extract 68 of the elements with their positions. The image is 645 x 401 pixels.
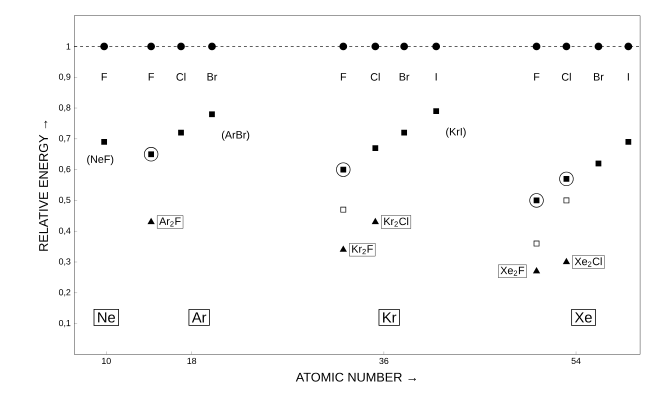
annotation: Kr <box>383 312 396 322</box>
point <box>432 42 440 50</box>
point <box>400 42 408 50</box>
annotation: Cl <box>370 72 380 81</box>
point <box>533 267 540 274</box>
point <box>147 42 155 50</box>
annotation: (KrI) <box>446 127 466 138</box>
y-tick-label: 0,6 <box>58 166 70 174</box>
point <box>209 111 215 117</box>
annotation: Kr$_{2}$Cl <box>384 217 408 226</box>
annotation: Kr$_{2}$F <box>352 245 373 254</box>
point <box>372 218 379 224</box>
annotation: I <box>436 72 437 80</box>
point <box>596 160 602 166</box>
point <box>148 218 155 224</box>
annotation: (ArBr) <box>222 130 250 141</box>
annotation: Ar <box>192 312 206 322</box>
y-tick-label: 0,3 <box>58 258 70 266</box>
point <box>372 145 378 151</box>
annotation: Br <box>594 72 604 80</box>
annotation: Xe <box>574 312 592 322</box>
point <box>401 130 408 136</box>
x-tick-label: 18 <box>187 358 196 364</box>
annotation: Cl <box>176 72 186 81</box>
point <box>340 206 346 212</box>
annotation: Br <box>208 72 218 80</box>
point <box>177 42 185 50</box>
annotation: I <box>628 72 629 80</box>
point <box>101 138 108 145</box>
y-tick-label: 0,1 <box>58 320 70 328</box>
point <box>534 240 540 246</box>
x-tick-label: 54 <box>572 358 581 364</box>
annotation: F <box>102 72 107 80</box>
y-tick-label: 1 <box>66 43 70 50</box>
annotation: F <box>534 72 540 80</box>
point <box>178 130 184 136</box>
point <box>371 42 380 50</box>
y-tick-label: 0,2 <box>58 288 70 296</box>
point <box>624 42 632 50</box>
y-tick-label: 0,7 <box>58 135 70 142</box>
point <box>340 246 347 252</box>
annotation: Xe$_{2}$Cl <box>574 257 602 267</box>
point <box>208 42 216 50</box>
annotation: (NeF) <box>87 154 114 165</box>
point <box>594 42 602 50</box>
point <box>433 108 440 114</box>
y-axis-title: RELATIVE ENERGY → <box>39 120 48 251</box>
y-tick-label: 0,4 <box>58 227 71 235</box>
x-tick-label: 36 <box>379 358 388 364</box>
y-tick-label: 0,9 <box>58 73 70 81</box>
annotation: Cl <box>562 72 571 81</box>
y-tick-label: 0,5 <box>58 196 70 204</box>
point <box>625 138 632 145</box>
x-axis-title: ATOMIC NUMBER → <box>296 372 416 382</box>
annotation: Xe$_{2}$F <box>500 266 524 276</box>
annotation: Ar$_{2}$F <box>159 217 181 226</box>
point <box>563 258 570 264</box>
annotation: F <box>148 72 154 80</box>
annotation: Ne <box>98 312 115 322</box>
point <box>564 197 570 204</box>
point <box>100 42 108 50</box>
annotation: F <box>340 72 346 80</box>
x-tick-label: 10 <box>102 358 111 364</box>
point <box>562 42 570 50</box>
y-tick-label: 0,8 <box>58 104 70 112</box>
point <box>532 42 540 50</box>
annotation: Br <box>400 72 410 80</box>
point <box>339 42 348 50</box>
